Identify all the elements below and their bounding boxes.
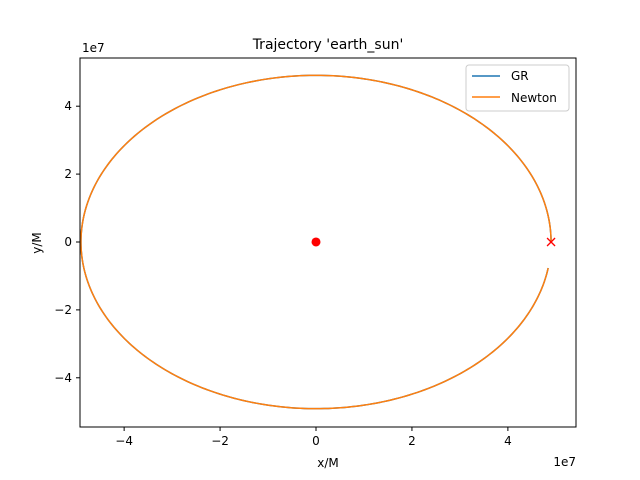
y-offset-text: 1e7 xyxy=(82,41,105,55)
y-axis-label: y/M xyxy=(30,232,44,254)
central-body-marker xyxy=(311,237,321,247)
chart-title: Trajectory 'earth_sun' xyxy=(252,37,404,53)
y-tick-label: 2 xyxy=(64,167,72,181)
y-axis-ticks: −4 −2 0 2 4 xyxy=(54,99,80,385)
x-tick-label: −2 xyxy=(211,434,229,448)
legend: GR Newton xyxy=(465,64,570,112)
x-tick-label: 0 xyxy=(312,434,320,448)
start-point-marker xyxy=(546,237,556,247)
plot-area xyxy=(79,57,577,428)
plot-frame xyxy=(79,57,577,428)
y-tick-label: 4 xyxy=(64,99,72,113)
x-axis-label: x/M xyxy=(317,456,339,470)
x-tick-label: −4 xyxy=(115,434,133,448)
x-tick-label: 2 xyxy=(408,434,416,448)
y-tick-label: −2 xyxy=(54,303,72,317)
x-offset-text: 1e7 xyxy=(553,455,576,469)
legend-label-newton: Newton xyxy=(511,91,557,105)
series-line-newton xyxy=(80,74,552,410)
marker-group xyxy=(311,237,556,247)
series-group xyxy=(80,74,552,410)
legend-label-gr: GR xyxy=(511,69,529,83)
y-tick-label: 0 xyxy=(64,235,72,249)
x-axis-ticks: −4 −2 0 2 4 xyxy=(115,427,512,448)
x-tick-label: 4 xyxy=(504,434,512,448)
y-tick-label: −4 xyxy=(54,371,72,385)
